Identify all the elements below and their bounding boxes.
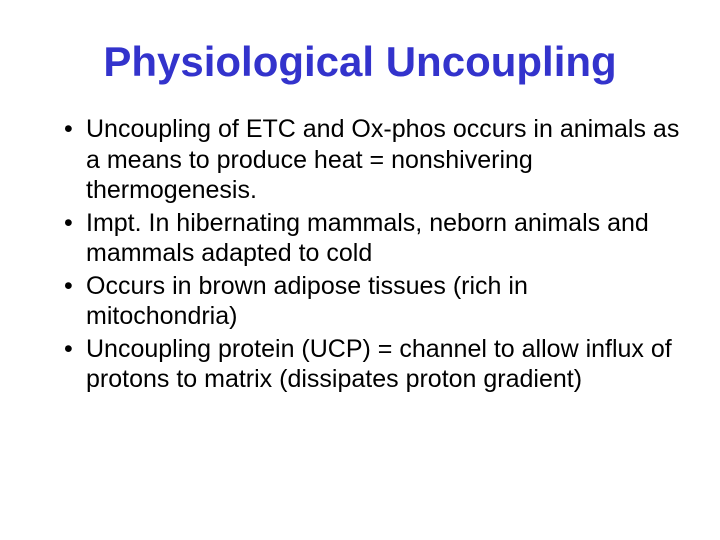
list-item: Impt. In hibernating mammals, neborn ani… (58, 208, 680, 269)
bullet-list: Uncoupling of ETC and Ox-phos occurs in … (40, 114, 680, 395)
slide-title: Physiological Uncoupling (40, 38, 680, 86)
list-item: Uncoupling of ETC and Ox-phos occurs in … (58, 114, 680, 206)
list-item: Occurs in brown adipose tissues (rich in… (58, 271, 680, 332)
list-item: Uncoupling protein (UCP) = channel to al… (58, 334, 680, 395)
